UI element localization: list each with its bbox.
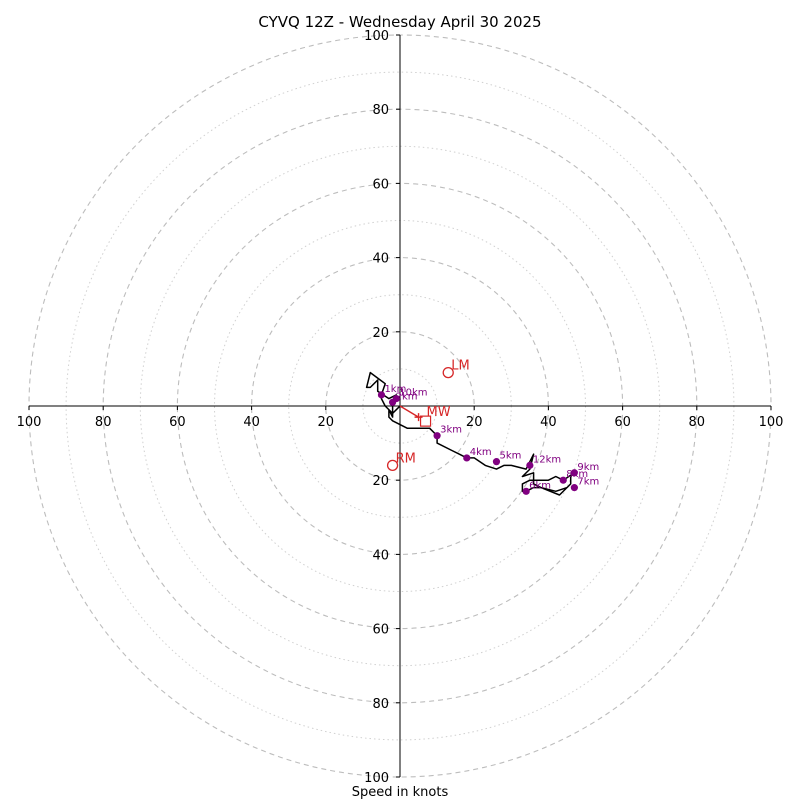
y-tick-label: 20 <box>372 474 389 489</box>
y-tick-label: 100 <box>364 29 389 44</box>
y-tick-label: 80 <box>372 103 389 118</box>
height-marker-label-2km: 2km <box>396 391 418 402</box>
x-tick-label: 100 <box>17 415 42 430</box>
tick-labels: 100 80 60 40 20 20 40 60 80 100 100 80 60 40 20 20 40 60 8… <box>17 29 784 786</box>
height-marker-3km <box>433 432 441 440</box>
storm-motion-label-rm: RM <box>396 451 416 466</box>
height-marker-8km <box>559 476 567 484</box>
y-tick-label: 40 <box>372 252 389 267</box>
x-tick-label: 60 <box>614 415 631 430</box>
x-tick-label: 20 <box>318 415 335 430</box>
storm-motion-marker-lm <box>442 366 454 379</box>
height-marker-label-10km: 10km <box>399 388 427 399</box>
height-marker-label-6km: 6km <box>529 480 551 491</box>
y-tick-label: 100 <box>364 771 389 786</box>
x-tick-label: 40 <box>243 415 260 430</box>
y-tick-label: 60 <box>372 177 389 192</box>
chart-title: CYVQ 12Z - Wednesday April 30 2025 <box>258 13 541 31</box>
height-marker-5km <box>492 458 501 466</box>
height-marker-1km <box>377 391 386 399</box>
height-marker-label-5km: 5km <box>499 451 521 462</box>
storm-motion-markers: LM RM MW <box>386 359 470 472</box>
storm-motion-label-lm: LM <box>451 359 469 374</box>
mean-wind-cross-marker <box>414 413 423 422</box>
y-tick-label: 60 <box>372 623 389 638</box>
height-marker-4km <box>463 454 471 462</box>
x-axis-label: Speed in knots <box>352 785 449 800</box>
height-marker-label-12km: 12km <box>533 454 561 465</box>
hodograph-trace <box>365 371 576 496</box>
y-tick-label: 40 <box>372 548 389 563</box>
height-marker-label-3km: 3km <box>440 425 462 436</box>
height-marker-7km <box>570 484 578 492</box>
mean-wind-vector <box>399 405 419 418</box>
hodograph-line <box>365 371 576 496</box>
height-marker-label-1km: 1km <box>384 384 406 395</box>
height-marker-12km <box>526 461 534 469</box>
height-markers: 1km2km3km4km5km6km7km8km9km10km12km <box>377 384 599 495</box>
height-marker-6km <box>522 487 530 495</box>
x-tick-label: 60 <box>169 415 186 430</box>
x-tick-label: 80 <box>689 415 706 430</box>
storm-motion-marker-rm <box>386 459 399 472</box>
mean-wind-square-marker <box>419 415 432 427</box>
x-tick-label: 100 <box>759 415 784 430</box>
height-marker-label-9km: 9km <box>577 462 599 473</box>
storm-motion-label-mw: MW <box>427 405 451 420</box>
height-marker-label-7km: 7km <box>577 477 599 488</box>
x-tick-label: 20 <box>466 415 483 430</box>
height-marker-10km <box>392 394 400 403</box>
height-marker-label-4km: 4km <box>470 447 492 458</box>
x-tick-label: 40 <box>540 415 557 430</box>
x-tick-label: 80 <box>95 415 112 430</box>
y-tick-label: 20 <box>372 326 389 341</box>
y-tick-label: 80 <box>372 697 389 712</box>
height-marker-9km <box>570 469 578 477</box>
